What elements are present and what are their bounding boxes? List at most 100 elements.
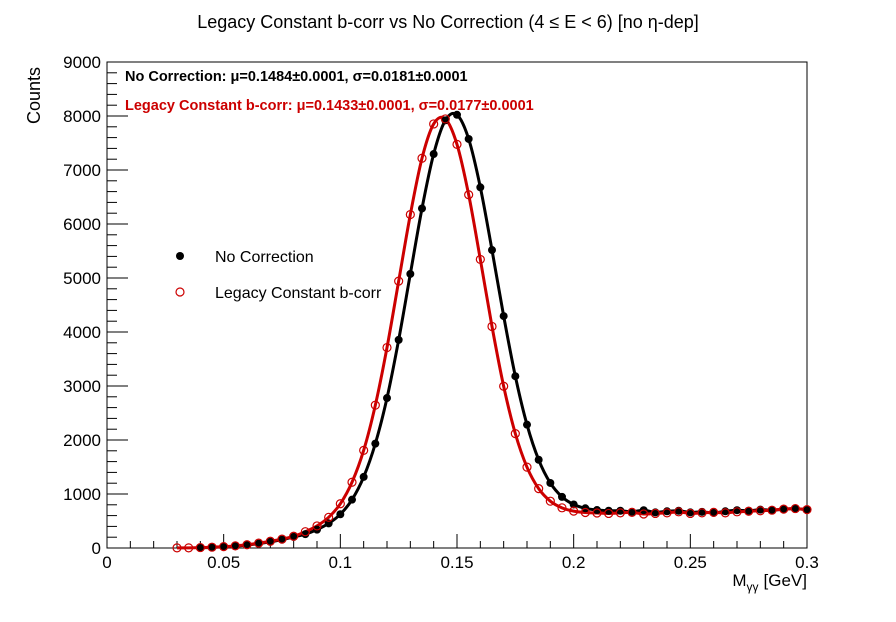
data-point bbox=[545, 496, 555, 506]
data-point bbox=[207, 542, 217, 552]
data-point bbox=[265, 536, 275, 546]
data-point bbox=[615, 508, 625, 518]
fit-annotation: Legacy Constant b-corr: μ=0.1433±0.0001,… bbox=[125, 98, 534, 114]
x-tick-label: 0.05 bbox=[207, 553, 240, 572]
data-point bbox=[639, 509, 649, 519]
data-point bbox=[650, 508, 660, 519]
data-point bbox=[803, 505, 811, 514]
y-tick-label: 6000 bbox=[63, 215, 101, 234]
data-point bbox=[546, 478, 555, 487]
x-label-main: M bbox=[732, 571, 746, 590]
data-point bbox=[464, 134, 473, 143]
data-point bbox=[300, 527, 310, 537]
data-point bbox=[452, 139, 462, 150]
data-point bbox=[791, 504, 800, 513]
y-tick-label: 3000 bbox=[63, 377, 101, 396]
data-point bbox=[359, 445, 369, 455]
data-point bbox=[230, 541, 240, 551]
data-point bbox=[511, 372, 520, 381]
data-point bbox=[604, 508, 614, 519]
data-point bbox=[324, 512, 334, 522]
y-tick-label: 0 bbox=[92, 539, 101, 558]
data-point bbox=[383, 394, 391, 403]
data-point bbox=[709, 508, 718, 517]
data-point bbox=[394, 335, 403, 344]
data-point bbox=[382, 342, 392, 353]
data-point bbox=[476, 183, 485, 192]
data-point bbox=[720, 508, 730, 518]
data-point bbox=[697, 508, 707, 518]
x-tick-label: 0 bbox=[102, 553, 111, 572]
data-point bbox=[627, 507, 637, 517]
data-point bbox=[208, 543, 216, 552]
data-point bbox=[254, 539, 263, 548]
data-point bbox=[184, 543, 194, 553]
data-point bbox=[592, 508, 602, 518]
data-point bbox=[802, 505, 812, 515]
x-tick-label: 0.25 bbox=[674, 553, 707, 572]
data-point bbox=[744, 506, 753, 515]
data-point bbox=[709, 507, 719, 517]
data-point bbox=[289, 532, 298, 541]
fit-annotation: No Correction: μ=0.1484±0.0001, σ=0.0181… bbox=[125, 69, 468, 85]
data-point bbox=[475, 254, 485, 265]
data-point bbox=[440, 114, 450, 124]
data-point bbox=[779, 505, 788, 514]
data-point bbox=[488, 246, 496, 255]
data-point bbox=[569, 506, 579, 516]
legend-marker bbox=[175, 287, 185, 297]
data-point bbox=[266, 537, 275, 546]
data-point bbox=[242, 540, 252, 550]
data-point bbox=[569, 500, 578, 509]
data-point bbox=[522, 462, 532, 472]
data-point bbox=[196, 543, 205, 552]
data-point bbox=[289, 531, 299, 541]
data-point bbox=[219, 542, 229, 552]
data-point bbox=[429, 119, 439, 129]
data-point bbox=[628, 507, 636, 516]
y-tick-label: 1000 bbox=[63, 485, 101, 504]
x-label-subscript: γγ bbox=[747, 580, 759, 594]
data-point bbox=[558, 492, 566, 501]
data-point bbox=[371, 439, 380, 448]
data-point bbox=[429, 150, 438, 159]
x-label-unit: [GeV] bbox=[764, 571, 807, 590]
data-point bbox=[510, 429, 520, 439]
x-tick-label: 0.15 bbox=[440, 553, 473, 572]
x-tick-label: 0.2 bbox=[562, 553, 586, 572]
data-point bbox=[755, 506, 765, 516]
data-point bbox=[219, 542, 228, 551]
y-tick-label: 7000 bbox=[63, 161, 101, 180]
y-tick-label: 2000 bbox=[63, 431, 101, 450]
data-point bbox=[534, 455, 543, 464]
data-point bbox=[499, 312, 508, 321]
data-point bbox=[790, 503, 800, 514]
data-point bbox=[278, 535, 286, 544]
data-point bbox=[593, 506, 601, 515]
x-tick-label: 0.3 bbox=[795, 553, 819, 572]
data-point bbox=[231, 542, 240, 551]
data-point bbox=[335, 499, 345, 509]
data-point bbox=[768, 506, 776, 515]
chart-title: Legacy Constant b-corr vs No Correction … bbox=[197, 12, 699, 32]
data-point bbox=[359, 472, 368, 481]
data-point bbox=[347, 477, 357, 487]
data-point bbox=[172, 543, 182, 553]
data-point bbox=[301, 530, 310, 539]
data-point bbox=[662, 508, 672, 518]
data-point bbox=[523, 420, 531, 429]
data-point bbox=[195, 542, 205, 553]
data-point bbox=[417, 153, 427, 163]
y-axis-label: Counts bbox=[24, 67, 44, 124]
y-tick-label: 5000 bbox=[63, 269, 101, 288]
data-point bbox=[406, 269, 415, 278]
data-point bbox=[534, 484, 544, 494]
legend-label: Legacy Constant b-corr bbox=[215, 285, 382, 302]
data-point bbox=[744, 506, 754, 516]
data-point bbox=[732, 507, 742, 517]
data-point bbox=[616, 506, 625, 515]
data-point bbox=[464, 190, 474, 200]
data-point bbox=[674, 507, 684, 517]
